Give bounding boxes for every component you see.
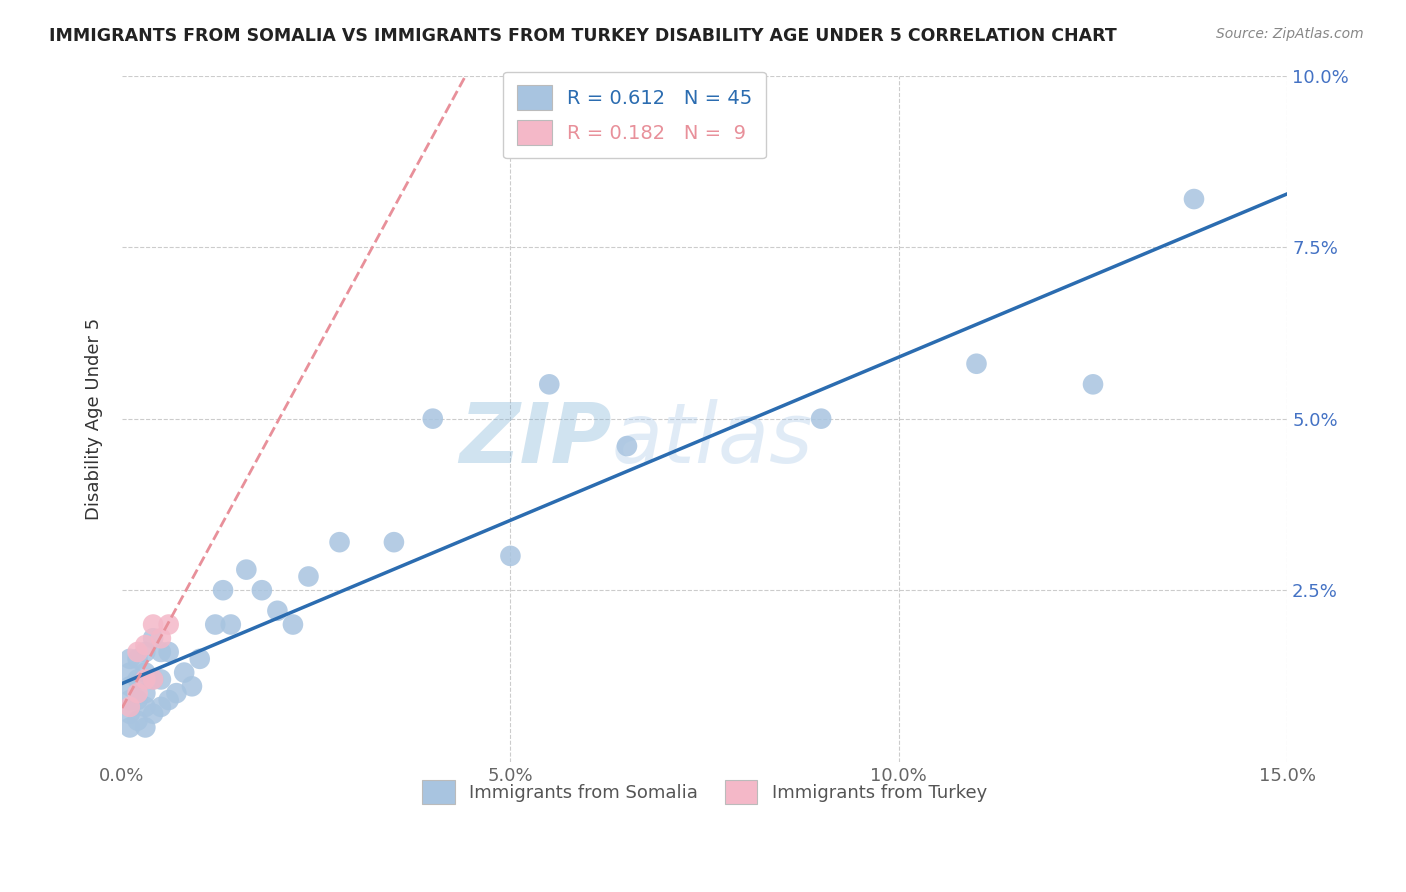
Point — [118, 665, 141, 680]
Point — [422, 411, 444, 425]
Text: atlas: atlas — [612, 399, 813, 480]
Text: IMMIGRANTS FROM SOMALIA VS IMMIGRANTS FROM TURKEY DISABILITY AGE UNDER 5 CORRELA: IMMIGRANTS FROM SOMALIA VS IMMIGRANTS FR… — [49, 27, 1116, 45]
Point — [118, 679, 141, 693]
Point — [538, 377, 561, 392]
Point — [118, 652, 141, 666]
Point — [281, 617, 304, 632]
Point — [134, 638, 156, 652]
Text: ZIP: ZIP — [458, 399, 612, 480]
Point — [250, 583, 273, 598]
Point — [297, 569, 319, 583]
Point — [142, 673, 165, 687]
Point — [118, 706, 141, 721]
Y-axis label: Disability Age Under 5: Disability Age Under 5 — [86, 318, 103, 520]
Point — [127, 673, 149, 687]
Point — [127, 714, 149, 728]
Point — [235, 563, 257, 577]
Point — [142, 617, 165, 632]
Point — [1081, 377, 1104, 392]
Point — [157, 645, 180, 659]
Point — [142, 632, 165, 646]
Point — [127, 686, 149, 700]
Point — [499, 549, 522, 563]
Point — [134, 673, 156, 687]
Legend: Immigrants from Somalia, Immigrants from Turkey: Immigrants from Somalia, Immigrants from… — [411, 770, 998, 814]
Point — [966, 357, 988, 371]
Point — [810, 411, 832, 425]
Point — [165, 686, 187, 700]
Point — [219, 617, 242, 632]
Point — [328, 535, 350, 549]
Point — [134, 665, 156, 680]
Point — [134, 699, 156, 714]
Point — [1182, 192, 1205, 206]
Point — [181, 679, 204, 693]
Point — [149, 699, 172, 714]
Point — [616, 439, 638, 453]
Point — [212, 583, 235, 598]
Point — [188, 652, 211, 666]
Point — [127, 645, 149, 659]
Point — [134, 721, 156, 735]
Point — [134, 645, 156, 659]
Point — [149, 645, 172, 659]
Point — [204, 617, 226, 632]
Point — [149, 632, 172, 646]
Point — [118, 693, 141, 707]
Point — [127, 693, 149, 707]
Point — [142, 706, 165, 721]
Point — [118, 721, 141, 735]
Point — [149, 673, 172, 687]
Point — [127, 652, 149, 666]
Point — [134, 686, 156, 700]
Point — [142, 673, 165, 687]
Point — [157, 617, 180, 632]
Point — [173, 665, 195, 680]
Point — [157, 693, 180, 707]
Point — [118, 699, 141, 714]
Point — [266, 604, 288, 618]
Point — [382, 535, 405, 549]
Text: Source: ZipAtlas.com: Source: ZipAtlas.com — [1216, 27, 1364, 41]
